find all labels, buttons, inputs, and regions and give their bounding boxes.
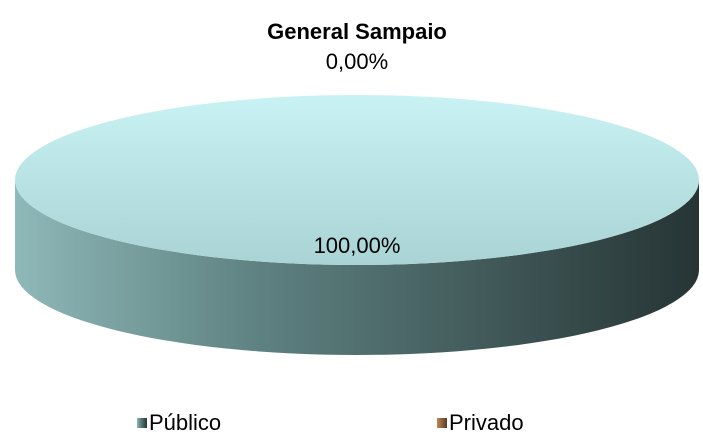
chart-title: General Sampaio <box>267 19 447 44</box>
pie-slice-side <box>15 180 699 355</box>
legend-label: Privado <box>449 410 524 434</box>
data-label: 0,00% <box>326 49 388 74</box>
legend-swatch <box>437 418 447 428</box>
legend-swatch <box>137 418 147 428</box>
legend-label: Público <box>149 410 221 434</box>
data-label: 100,00% <box>314 233 401 258</box>
pie-slice <box>15 95 699 265</box>
